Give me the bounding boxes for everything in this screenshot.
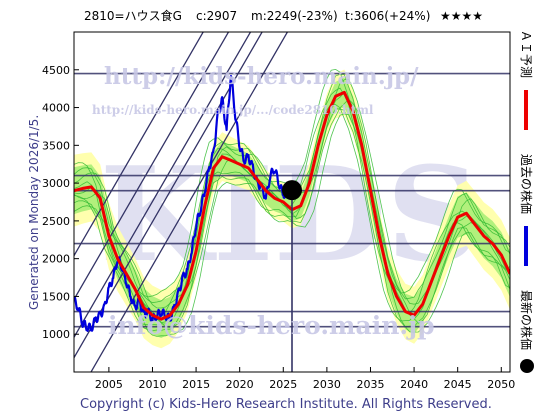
- header-min: m:2249(-23%): [251, 9, 338, 23]
- plot-frame: [73, 31, 511, 373]
- trend-channel-1: [90, 32, 289, 372]
- header-target: t:3606(+24%): [345, 9, 430, 23]
- legend-latest-price-label: 最新の株価: [519, 290, 534, 350]
- y-tick-label-1500: 1500: [42, 290, 70, 303]
- trend-channels: [74, 32, 289, 372]
- x-tick-label-2035: 2035: [356, 378, 384, 391]
- latest-price-marker: [282, 180, 302, 201]
- header-close: c:2907: [196, 9, 237, 23]
- trend-channel-3: [74, 32, 252, 338]
- axes: 2005 2010 2015 2020 2025 2030 2035 2040 2045 2050…: [42, 64, 515, 391]
- x-tick-label-2005: 2005: [95, 378, 123, 391]
- watermark-url-sub: http://kids-hero.main.jp/.../code2810.ht…: [92, 103, 374, 117]
- trend-channel-4: [74, 32, 230, 300]
- legend-latest-price-dot: [520, 359, 534, 373]
- y-tick-label-4000: 4000: [42, 102, 70, 115]
- x-tick-label-2050: 2050: [487, 378, 515, 391]
- generated-date-label: Generated on Monday 2026/1/5.: [27, 115, 41, 310]
- y-tick-label-4500: 4500: [42, 64, 70, 77]
- x-tick-label-2015: 2015: [182, 378, 210, 391]
- trend-channel-2: [74, 32, 263, 358]
- x-tick-label-2045: 2045: [444, 378, 472, 391]
- x-tick-label-2030: 2030: [313, 378, 341, 391]
- x-tick-label-2010: 2010: [138, 378, 166, 391]
- price-series: [74, 74, 510, 372]
- watermark-email: info@kids-hero.main.jp: [108, 311, 435, 340]
- plot-layer: KIDS http://kids-hero.main.jp/ http://ki…: [74, 32, 510, 372]
- legend-ai-forecast-label: ＡＩ予測: [519, 30, 533, 78]
- y-tick-label-2000: 2000: [42, 253, 70, 266]
- legend-past-price-label: 過去の株価: [519, 154, 534, 214]
- header-stars: ★★★★: [440, 9, 483, 23]
- trend-channel-5: [74, 32, 204, 256]
- y-tick-label-2500: 2500: [42, 215, 70, 228]
- x-tick-label-2020: 2020: [226, 378, 254, 391]
- legend-past-price-swatch: [524, 226, 528, 266]
- copyright-footer: Copyright (c) Kids-Hero Research Institu…: [80, 397, 492, 412]
- legend: ＡＩ予測 過去の株価 最新の株価: [519, 30, 534, 373]
- y-tick-label-3500: 3500: [42, 139, 70, 152]
- watermark-url-main: http://kids-hero.main.jp/: [104, 63, 419, 90]
- legend-ai-forecast-swatch: [524, 90, 528, 130]
- y-tick-label-3000: 3000: [42, 177, 70, 190]
- x-tick-label-2040: 2040: [400, 378, 428, 391]
- x-tick-label-2025: 2025: [269, 378, 297, 391]
- header-code-name: 2810=ハウス食G: [84, 8, 182, 23]
- y-tick-label-1000: 1000: [42, 328, 70, 341]
